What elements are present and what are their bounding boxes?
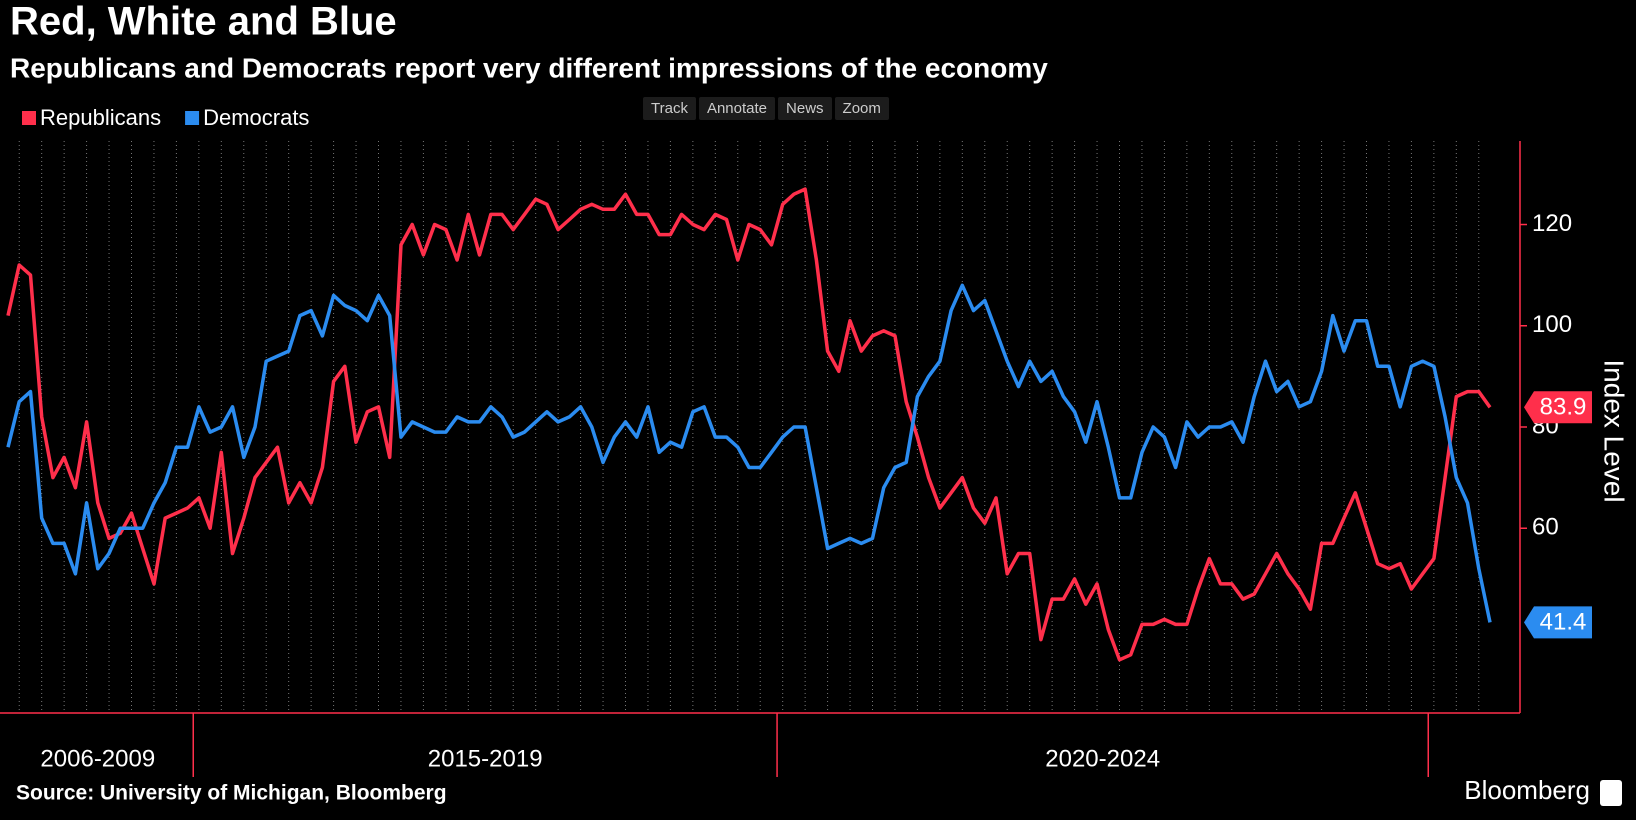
toolbar-button[interactable]: Zoom (834, 97, 889, 120)
x-period-label: 2006-2009 (40, 745, 155, 772)
y-axis-label: Index Level (1599, 359, 1630, 502)
toolbar-button[interactable]: News (778, 97, 832, 120)
y-tick-label: 100 (1532, 311, 1572, 338)
value-badge (1524, 606, 1592, 639)
x-period-label: 2015-2019 (428, 745, 543, 772)
legend-label: Democrats (203, 105, 309, 130)
toolbar-button[interactable]: Annotate (698, 97, 776, 120)
x-period-label: 2020-2024 (1045, 745, 1160, 772)
brand: Bloomberg (1464, 775, 1590, 805)
line (6, 187, 1492, 662)
y-tick-label: 120 (1532, 210, 1572, 237)
legend-swatch (185, 111, 200, 125)
value-badge (1524, 391, 1592, 424)
toolbar: Track Annotate News Zoom (643, 97, 889, 120)
legend-swatch (22, 111, 36, 125)
legend-label: Republicans (40, 105, 161, 130)
line (6, 283, 1492, 623)
source: Source: University of Michigan, Bloomber… (16, 782, 447, 805)
chart-subtitle: Republicans and Democrats report very di… (10, 52, 1048, 83)
value-label: 83.9 (1540, 394, 1587, 421)
toolbar-button[interactable]: Track (643, 97, 696, 120)
value-label: 41.4 (1540, 609, 1587, 636)
chart-title: Red, White and Blue (10, 0, 397, 44)
brand-icon (1600, 780, 1622, 806)
y-tick-label: 60 (1532, 514, 1559, 541)
